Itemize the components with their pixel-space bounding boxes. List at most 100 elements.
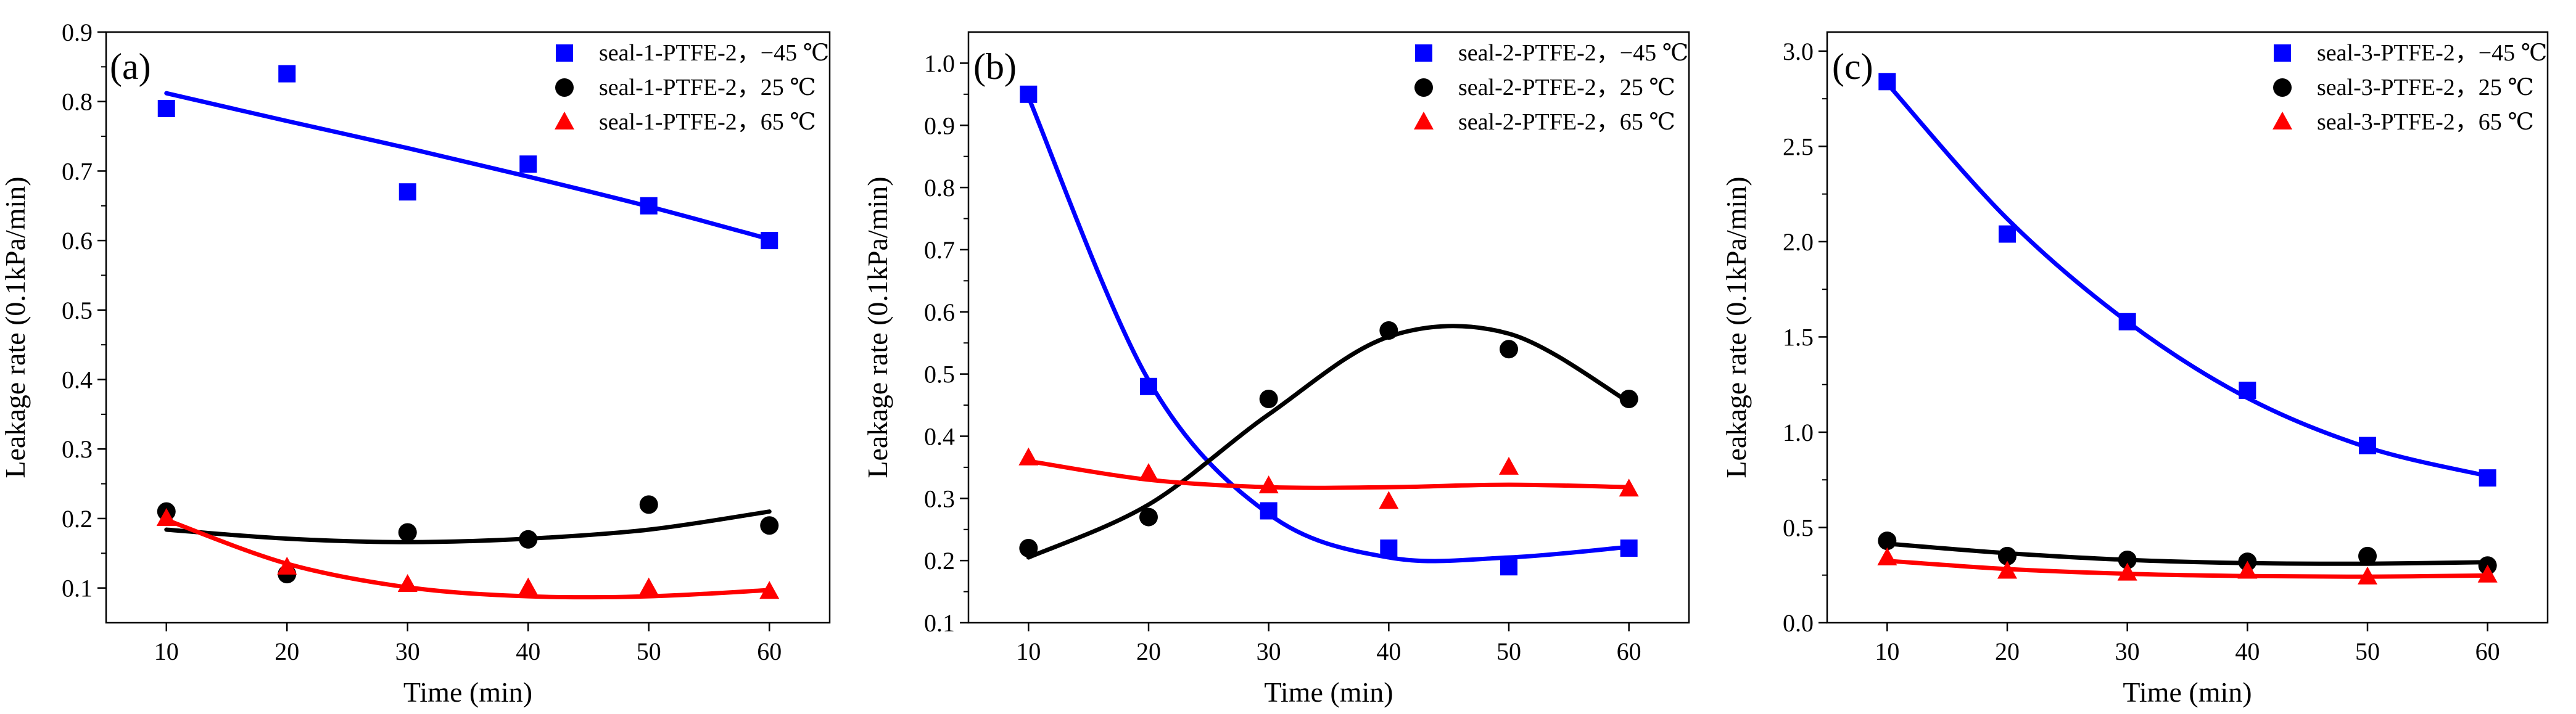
data-point-square [1380,539,1398,557]
data-point-square [398,183,416,201]
data-point-circle [2118,551,2137,570]
legend-entry: seal-2-PTFE-2，−45 ℃ [1458,40,1688,66]
legend-marker-triangle [2273,112,2292,129]
x-tick-label: 20 [275,638,299,665]
data-point-square [519,155,537,173]
fit-curve-circle [164,509,772,544]
data-point-triangle [759,581,780,599]
legend-entry: seal-3-PTFE-2，−45 ℃ [2317,40,2547,66]
data-point-triangle [638,577,659,596]
data-point-circle [639,495,658,514]
data-point-triangle [156,507,176,526]
legend-entry: seal-1-PTFE-2，25 ℃ [599,75,816,101]
y-tick-label: 0.5 [924,361,955,388]
fit-curve-triangle [164,517,772,600]
fit-curve-square [164,91,772,242]
x-tick-label: 10 [154,638,179,665]
legend-marker-square [556,44,573,62]
y-tick-label: 0.1 [924,609,955,637]
x-tick-label: 50 [2355,638,2380,665]
data-point-triangle [2237,560,2258,579]
fit-curve-square [1885,81,2490,478]
x-tick-label: 50 [637,638,661,665]
data-point-square [2359,437,2376,454]
x-tick-label: 10 [1875,638,1899,665]
x-tick-label: 20 [1136,638,1161,665]
data-point-circle [2358,546,2377,565]
data-point-square [1620,539,1638,557]
y-tick-label: 0.0 [1783,609,1814,637]
y-tick-label: 0.6 [62,227,93,255]
x-tick-label: 50 [1496,638,1521,665]
data-point-square [278,65,296,83]
x-axis-label: Time (min) [2123,676,2252,708]
data-point-triangle [1258,475,1279,494]
x-axis-label: Time (min) [1264,676,1393,708]
y-tick-label: 0.1 [62,575,93,602]
legend-entry: seal-1-PTFE-2，65 ℃ [599,109,816,135]
data-point-circle [398,523,417,542]
data-point-triangle [2477,564,2498,583]
data-point-square [1260,502,1278,520]
fit-curve-square [1026,95,1632,564]
x-tick-label: 40 [2235,638,2260,665]
data-point-circle [1139,507,1158,527]
y-tick-label: 0.8 [924,174,955,202]
panel-label: (b) [973,46,1017,87]
x-tick-label: 40 [1376,638,1401,665]
data-point-triangle [1499,456,1519,475]
chart-panel-1: 10 20 30 40 50 60 0.1 0.2 0.3 0.4 0.5 0.6 0.7 0.8 0.9 T… [0,18,831,708]
y-tick-label: 2.5 [1783,133,1814,160]
data-point-circle [1259,389,1278,408]
x-tick-label: 30 [1257,638,1281,665]
x-tick-label: 20 [1995,638,2020,665]
x-tick-label: 60 [1617,638,1641,665]
data-point-triangle [2358,566,2377,585]
legend-marker-circle [555,78,574,97]
data-point-square [1999,225,2016,243]
data-point-square [761,232,778,250]
y-axis-label: Leakage rate (0.1kPa/min) [0,176,31,478]
fit-curve-triangle [1885,559,2490,579]
data-point-circle [1619,389,1638,408]
y-tick-label: 0.9 [62,18,93,46]
data-point-triangle [1018,447,1039,466]
data-point-circle [519,530,538,549]
fit-curve-triangle [1026,459,1632,490]
legend-entry: seal-1-PTFE-2，−45 ℃ [599,40,829,66]
x-axis-label: Time (min) [403,676,532,708]
legend-marker-triangle [1414,112,1434,129]
data-point-triangle [1997,560,2017,579]
y-tick-label: 0.5 [62,297,93,324]
y-tick-label: 0.2 [62,505,93,533]
x-tick-label: 30 [395,638,420,665]
y-tick-label: 0.3 [924,485,955,512]
data-point-square [640,197,658,215]
y-tick-label: 1.5 [1783,323,1814,351]
legend-entry: seal-2-PTFE-2，65 ℃ [1458,109,1675,135]
data-point-circle [1500,340,1518,359]
legend-marker-square [2274,44,2291,62]
y-tick-label: 0.8 [62,88,93,116]
plot-frame [967,31,1690,624]
fit-curve-circle [1026,324,1632,560]
data-point-triangle [2117,562,2137,581]
data-point-square [2239,381,2256,399]
y-tick-label: 0.6 [924,298,955,326]
data-point-triangle [397,574,418,593]
data-point-square [157,99,175,117]
x-tick-label: 10 [1016,638,1041,665]
data-point-square [1140,377,1157,395]
data-point-triangle [1139,462,1158,481]
legend-marker-circle [2273,78,2292,97]
legend-entry: seal-3-PTFE-2，65 ℃ [2317,109,2534,135]
y-axis-label: Leakage rate (0.1kPa/min) [862,176,893,478]
data-point-circle [760,516,779,535]
data-point-circle [1379,321,1398,340]
chart-panel-3: 10 20 30 40 50 60 0.0 0.5 1.0 1.5 2.0 2.5 3.0 Time (m… [1720,31,2549,708]
y-tick-label: 0.5 [1783,514,1814,541]
legend-entry: seal-3-PTFE-2，25 ℃ [2317,75,2534,101]
x-tick-label: 60 [757,638,782,665]
data-point-triangle [1619,478,1639,497]
